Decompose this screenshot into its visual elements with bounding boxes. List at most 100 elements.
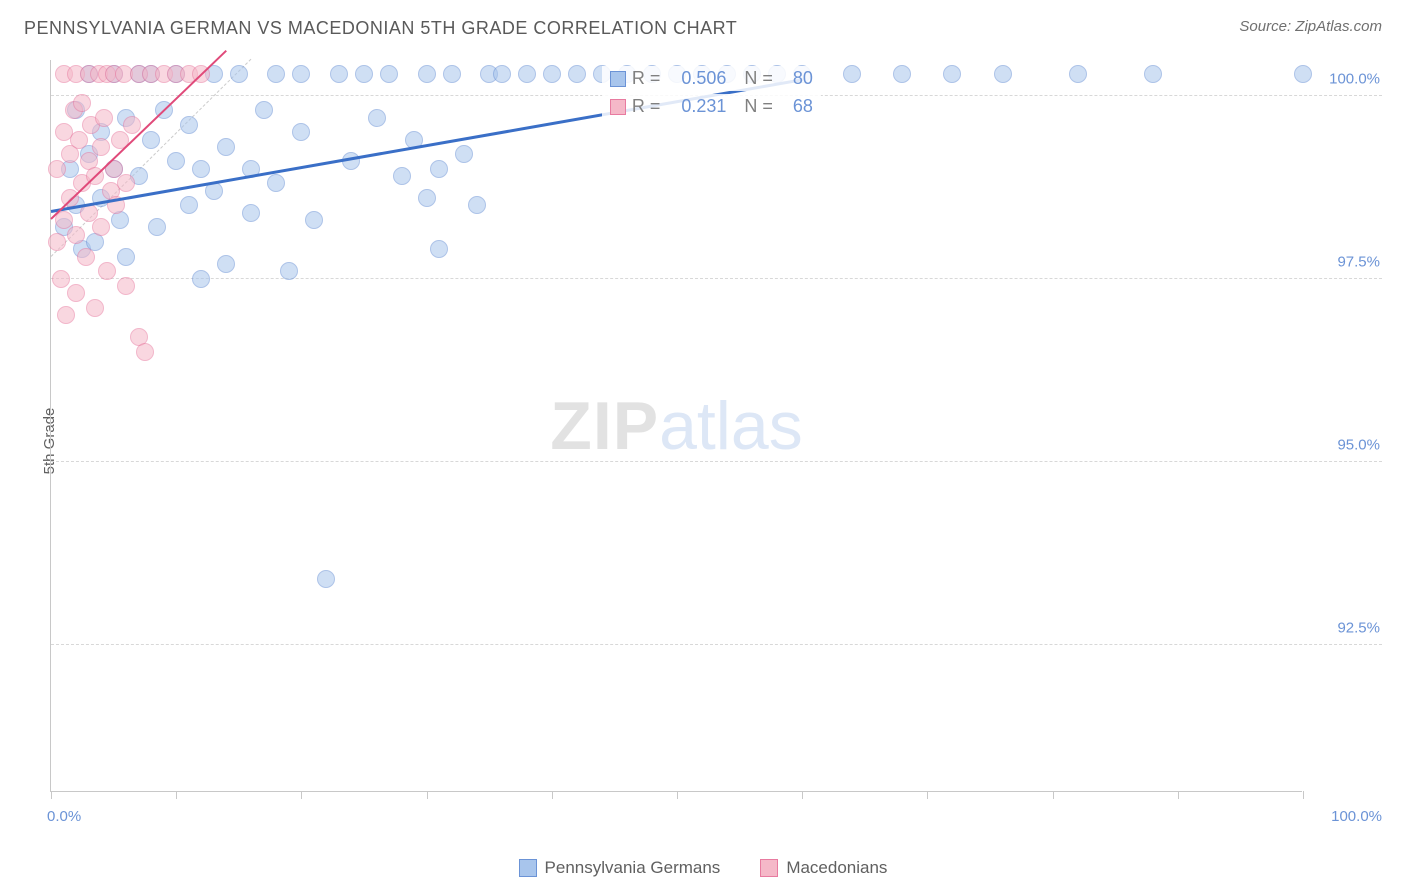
data-point — [167, 152, 185, 170]
legend-label: Pennsylvania Germans — [545, 858, 721, 878]
gridline — [51, 644, 1382, 645]
chart-title: PENNSYLVANIA GERMAN VS MACEDONIAN 5TH GR… — [24, 18, 737, 39]
x-tick — [927, 791, 928, 799]
data-point — [493, 65, 511, 83]
x-label-min: 0.0% — [47, 808, 81, 825]
data-point — [48, 160, 66, 178]
data-point — [355, 65, 373, 83]
data-point — [1294, 65, 1312, 83]
gridline — [51, 278, 1382, 279]
data-point — [67, 226, 85, 244]
data-point — [568, 65, 586, 83]
data-point — [70, 131, 88, 149]
x-tick — [51, 791, 52, 799]
x-tick — [802, 791, 803, 799]
data-point — [86, 299, 104, 317]
data-point — [217, 138, 235, 156]
legend-swatch — [760, 859, 778, 877]
y-tick-label: 95.0% — [1337, 436, 1380, 453]
x-label-max: 100.0% — [1331, 808, 1382, 825]
data-point — [393, 167, 411, 185]
x-tick — [301, 791, 302, 799]
data-point — [893, 65, 911, 83]
plot-region: ZIPatlas 92.5%95.0%97.5%100.0%0.0%100.0%… — [50, 60, 1302, 792]
data-point — [994, 65, 1012, 83]
data-point — [330, 65, 348, 83]
gridline — [51, 461, 1382, 462]
data-point — [117, 248, 135, 266]
series-swatch — [610, 99, 626, 115]
data-point — [117, 174, 135, 192]
correlation-stat: R =0.506N =80 — [602, 66, 821, 91]
data-point — [57, 306, 75, 324]
legend-item: Macedonians — [760, 858, 887, 878]
x-tick — [552, 791, 553, 799]
legend-swatch — [519, 859, 537, 877]
r-value: 0.231 — [666, 96, 726, 117]
data-point — [1144, 65, 1162, 83]
data-point — [518, 65, 536, 83]
chart-header: PENNSYLVANIA GERMAN VS MACEDONIAN 5TH GR… — [0, 0, 1406, 47]
data-point — [543, 65, 561, 83]
y-tick-label: 97.5% — [1337, 253, 1380, 270]
watermark: ZIPatlas — [550, 387, 802, 465]
n-value: 80 — [779, 68, 813, 89]
data-point — [95, 109, 113, 127]
x-tick — [677, 791, 678, 799]
data-point — [73, 94, 91, 112]
legend-item: Pennsylvania Germans — [519, 858, 721, 878]
data-point — [430, 240, 448, 258]
data-point — [943, 65, 961, 83]
data-point — [418, 189, 436, 207]
data-point — [317, 570, 335, 588]
data-point — [1069, 65, 1087, 83]
data-point — [292, 123, 310, 141]
data-point — [192, 160, 210, 178]
data-point — [230, 65, 248, 83]
data-point — [92, 138, 110, 156]
data-point — [98, 262, 116, 280]
data-point — [192, 270, 210, 288]
y-tick-label: 100.0% — [1329, 70, 1380, 87]
data-point — [180, 116, 198, 134]
data-point — [468, 196, 486, 214]
legend-label: Macedonians — [786, 858, 887, 878]
data-point — [136, 343, 154, 361]
y-tick-label: 92.5% — [1337, 619, 1380, 636]
data-point — [242, 204, 260, 222]
data-point — [368, 109, 386, 127]
data-point — [52, 270, 70, 288]
x-tick — [1178, 791, 1179, 799]
data-point — [255, 101, 273, 119]
data-point — [48, 233, 66, 251]
data-point — [267, 174, 285, 192]
chart-area: 5th Grade ZIPatlas 92.5%95.0%97.5%100.0%… — [50, 60, 1382, 822]
x-tick — [1303, 791, 1304, 799]
data-point — [217, 255, 235, 273]
data-point — [123, 116, 141, 134]
series-swatch — [610, 71, 626, 87]
x-tick — [1053, 791, 1054, 799]
x-tick — [176, 791, 177, 799]
data-point — [418, 65, 436, 83]
data-point — [117, 277, 135, 295]
data-point — [455, 145, 473, 163]
data-point — [67, 284, 85, 302]
data-point — [142, 131, 160, 149]
data-point — [843, 65, 861, 83]
data-point — [280, 262, 298, 280]
data-point — [305, 211, 323, 229]
data-point — [77, 248, 95, 266]
r-value: 0.506 — [666, 68, 726, 89]
data-point — [267, 65, 285, 83]
x-tick — [427, 791, 428, 799]
data-point — [92, 218, 110, 236]
data-point — [148, 218, 166, 236]
chart-source: Source: ZipAtlas.com — [1239, 18, 1382, 35]
data-point — [443, 65, 461, 83]
data-point — [380, 65, 398, 83]
correlation-stat: R =0.231N =68 — [602, 94, 821, 119]
data-point — [292, 65, 310, 83]
legend: Pennsylvania Germans Macedonians — [0, 858, 1406, 878]
data-point — [180, 196, 198, 214]
